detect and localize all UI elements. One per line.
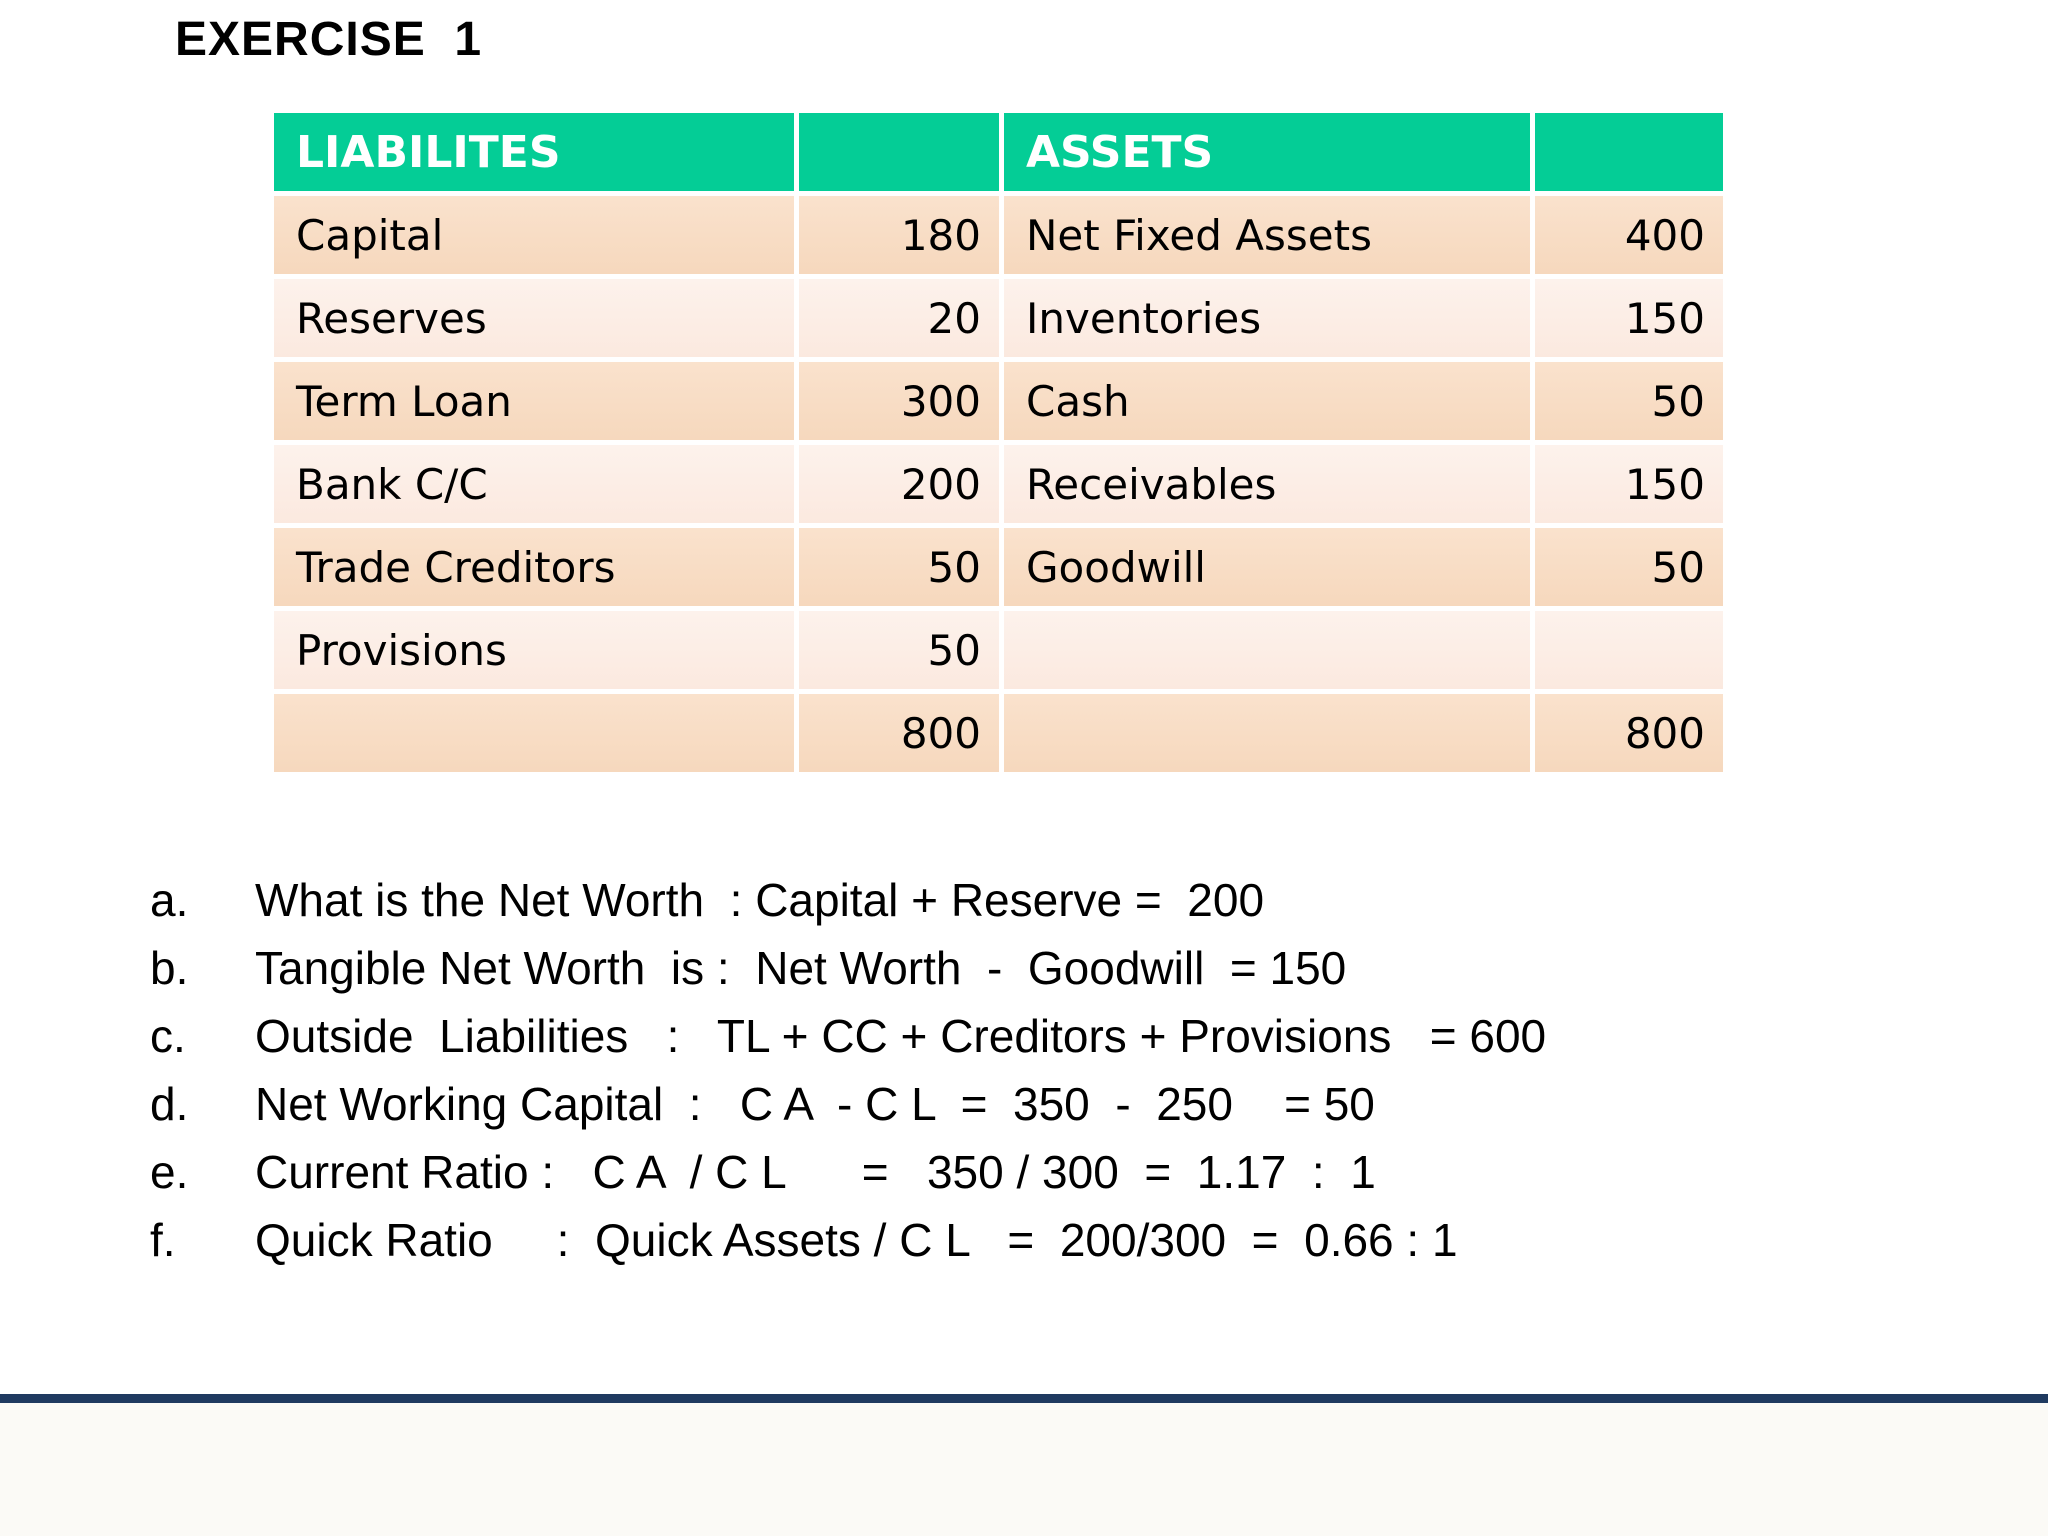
question-letter: f. — [150, 1214, 176, 1266]
question-letter: a. — [150, 874, 189, 926]
liability-value-cell: 50 — [799, 611, 999, 689]
question-letter: c. — [150, 1010, 186, 1062]
liability-label-cell: Capital — [274, 196, 794, 274]
asset-value-cell: 400 — [1535, 196, 1723, 274]
question-letter: d. — [150, 1078, 189, 1130]
question-text: What is the Net Worth : Capital + Reserv… — [255, 874, 1265, 926]
liabilities-value-header-cell — [799, 113, 999, 191]
footer-strip — [0, 1403, 2048, 1536]
asset-total-value-cell: 800 — [1535, 694, 1723, 772]
question-item-c: c. Outside Liabilities : TL + CC + Credi… — [150, 1002, 1546, 1070]
asset-value-cell: 50 — [1535, 528, 1723, 606]
asset-value-cell: 150 — [1535, 279, 1723, 357]
question-letter: e. — [150, 1146, 189, 1198]
assets-header-cell: ASSETS — [1004, 113, 1530, 191]
question-text: Tangible Net Worth is : Net Worth - Good… — [255, 942, 1347, 994]
question-letter: b. — [150, 942, 189, 994]
question-item-d: d. Net Working Capital : C A - C L = 350… — [150, 1070, 1546, 1138]
page-title: EXERCISE 1 — [175, 13, 483, 66]
asset-value-cell: 50 — [1535, 362, 1723, 440]
question-text: Outside Liabilities : TL + CC + Creditor… — [255, 1010, 1547, 1062]
liability-value-cell: 50 — [799, 528, 999, 606]
liability-value-cell: 20 — [799, 279, 999, 357]
liabilities-header-cell: LIABILITES — [274, 113, 794, 191]
liability-label-cell: Bank C/C — [274, 445, 794, 523]
question-item-f: f. Quick Ratio : Quick Assets / C L = 20… — [150, 1206, 1546, 1274]
asset-value-cell: 150 — [1535, 445, 1723, 523]
questions-list: a. What is the Net Worth : Capital + Res… — [150, 866, 1546, 1274]
liability-total-label-cell — [274, 694, 794, 772]
question-item-b: b. Tangible Net Worth is : Net Worth - G… — [150, 934, 1546, 1002]
asset-label-cell — [1004, 611, 1530, 689]
question-item-a: a. What is the Net Worth : Capital + Res… — [150, 866, 1546, 934]
liability-value-cell: 180 — [799, 196, 999, 274]
balance-sheet-table: LIABILITES ASSETS Capital 180 Net Fixed … — [274, 113, 1723, 772]
asset-label-cell: Receivables — [1004, 445, 1530, 523]
asset-total-label-cell — [1004, 694, 1530, 772]
asset-value-cell — [1535, 611, 1723, 689]
question-text: Current Ratio : C A / C L = 350 / 300 = … — [255, 1146, 1376, 1198]
asset-label-cell: Goodwill — [1004, 528, 1530, 606]
bottom-separator-line — [0, 1394, 2048, 1403]
liability-total-value-cell: 800 — [799, 694, 999, 772]
question-text: Quick Ratio : Quick Assets / C L = 200/3… — [255, 1214, 1458, 1266]
asset-label-cell: Net Fixed Assets — [1004, 196, 1530, 274]
asset-label-cell: Cash — [1004, 362, 1530, 440]
liability-label-cell: Trade Creditors — [274, 528, 794, 606]
liability-value-cell: 300 — [799, 362, 999, 440]
question-item-e: e. Current Ratio : C A / C L = 350 / 300… — [150, 1138, 1546, 1206]
asset-label-cell: Inventories — [1004, 279, 1530, 357]
liability-label-cell: Term Loan — [274, 362, 794, 440]
assets-value-header-cell — [1535, 113, 1723, 191]
liability-label-cell: Provisions — [274, 611, 794, 689]
question-text: Net Working Capital : C A - C L = 350 - … — [255, 1078, 1375, 1130]
liability-label-cell: Reserves — [274, 279, 794, 357]
liability-value-cell: 200 — [799, 445, 999, 523]
